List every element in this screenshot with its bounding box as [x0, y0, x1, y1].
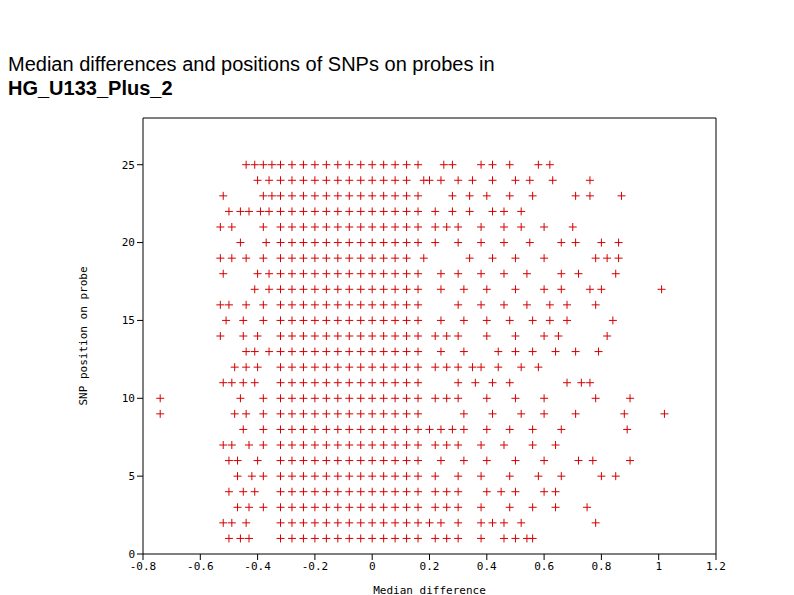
- svg-text:-0.8: -0.8: [130, 560, 157, 573]
- svg-text:0.4: 0.4: [477, 560, 497, 573]
- svg-text:0: 0: [369, 560, 376, 573]
- svg-text:10: 10: [122, 392, 135, 405]
- html-text:HG_U133_Plus_2: HG_U133_Plus_2: [8, 77, 173, 99]
- svg-text:SNP position on probe: SNP position on probe: [77, 266, 90, 405]
- svg-text:0.2: 0.2: [420, 560, 440, 573]
- svg-text:20: 20: [122, 236, 135, 249]
- svg-text:-0.2: -0.2: [302, 560, 329, 573]
- svg-text:0.8: 0.8: [591, 560, 611, 573]
- svg-text:0: 0: [128, 548, 135, 561]
- svg-text:5: 5: [128, 470, 135, 483]
- svg-text:0.6: 0.6: [534, 560, 554, 573]
- html-text:Median differences and positio: Median differences and positions of SNPs…: [8, 53, 495, 75]
- svg-text:-0.6: -0.6: [187, 560, 214, 573]
- svg-text:1: 1: [655, 560, 662, 573]
- svg-text:-0.4: -0.4: [244, 560, 271, 573]
- svg-text:15: 15: [122, 314, 135, 327]
- svg-text:1.2: 1.2: [706, 560, 726, 573]
- svg-text:Median difference: Median difference: [373, 584, 486, 595]
- svg-text:25: 25: [122, 159, 135, 172]
